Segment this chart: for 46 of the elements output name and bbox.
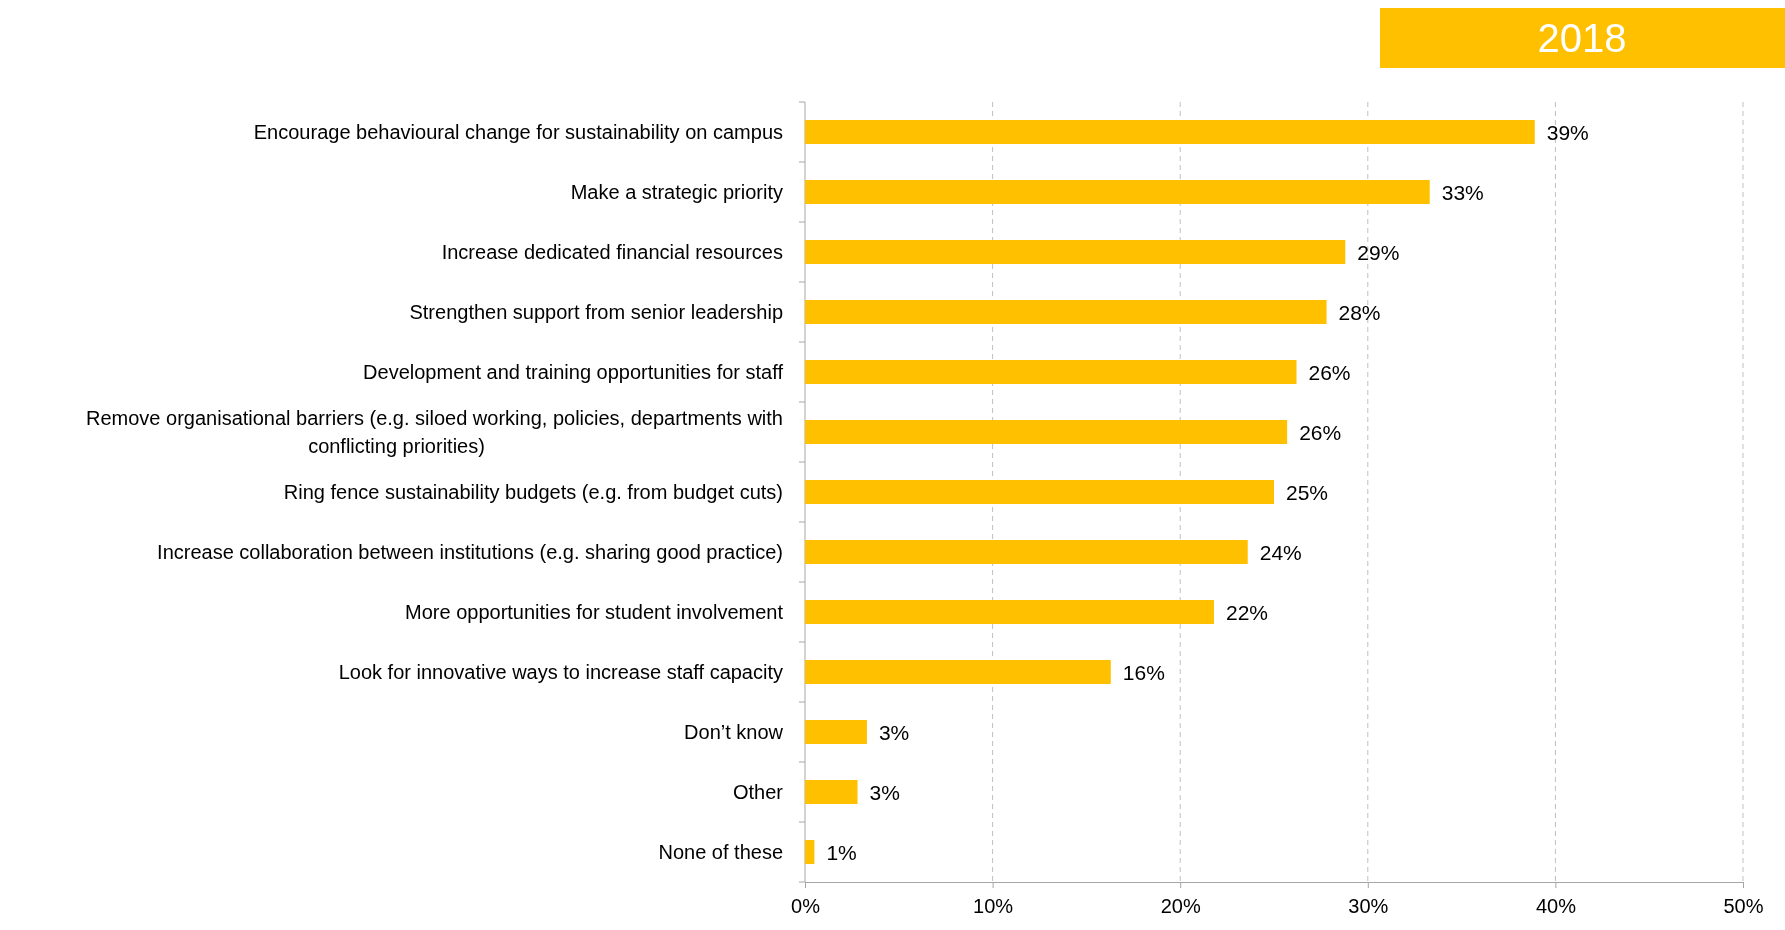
bar (805, 120, 1535, 144)
bar (805, 480, 1274, 504)
bar (805, 600, 1214, 624)
x-tick-label: 0% (791, 895, 821, 917)
x-tick-label: 40% (1535, 895, 1577, 917)
bar (805, 720, 867, 744)
y-tick-label: Ring fence sustainability budgets (e.g. from budget cuts) (283, 481, 783, 503)
y-tick-label: Other (732, 781, 784, 803)
y-tick-label: Make a strategic priority (570, 181, 783, 203)
y-tick-label: Encourage behavioural change for sustainability on campus (253, 121, 783, 143)
bar (805, 300, 1327, 324)
bar (805, 780, 858, 804)
data-label: 39% (1546, 121, 1589, 145)
y-tick-label: Increase dedicated financial resources (441, 241, 783, 263)
bar (805, 240, 1346, 264)
y-tick-label: Development and training opportunities for staff (363, 361, 784, 383)
y-tick-label: More opportunities for student involvement (405, 601, 784, 623)
y-tick-label: Remove organisational barriers (e.g. siloed working, policies, departments with conflicting priorities) (86, 407, 783, 457)
data-label: 1% (826, 841, 857, 865)
y-tick-label: None of these (658, 841, 783, 863)
x-tick-label: 20% (1160, 895, 1201, 917)
data-label: 3% (878, 721, 910, 745)
data-label: 33% (1441, 181, 1484, 205)
y-tick-label: Strengthen support from senior leadership (409, 301, 783, 323)
data-label: 3% (869, 781, 900, 805)
bar (805, 540, 1248, 564)
data-label: 26% (1308, 361, 1351, 385)
y-tick-label: Don’t know (684, 721, 784, 743)
x-tick-label: 50% (1723, 895, 1764, 917)
y-tick-label: Look for innovative ways to increase staff capacity (338, 661, 783, 683)
y-tick-label: Increase collaboration between institutions (e.g. sharing good practice) (157, 541, 783, 563)
data-label: 28% (1338, 301, 1381, 325)
data-label: 16% (1122, 661, 1165, 685)
data-label: 22% (1225, 601, 1268, 625)
data-label: 24% (1259, 541, 1302, 565)
bar (805, 840, 815, 864)
bar (805, 360, 1297, 384)
chart-title: 2018 (1537, 16, 1627, 60)
bar (805, 660, 1111, 684)
bar (805, 180, 1430, 204)
x-tick-label: 10% (973, 895, 1014, 917)
data-label: 25% (1286, 481, 1329, 505)
data-label: 29% (1357, 241, 1400, 265)
x-tick-label: 30% (1348, 895, 1389, 917)
data-label: 26% (1299, 421, 1342, 445)
bar (805, 420, 1288, 444)
